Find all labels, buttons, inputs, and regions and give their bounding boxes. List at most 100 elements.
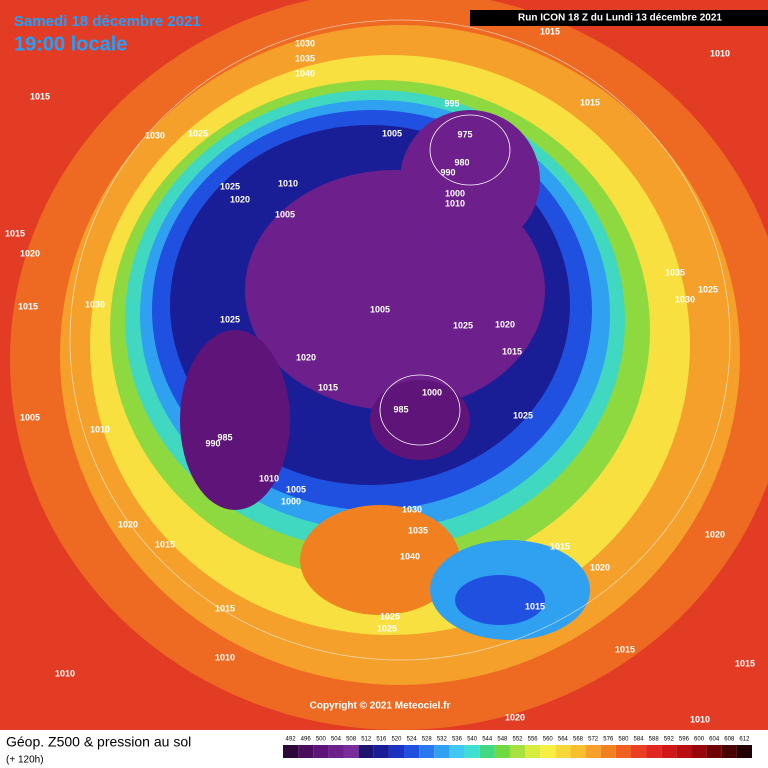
isobar-label: 1005 — [20, 412, 40, 422]
isobar-label: 1025 — [220, 314, 240, 324]
legend-swatch — [283, 745, 299, 758]
isobar-label: 1030 — [402, 504, 422, 514]
legend-label: 528 — [422, 737, 433, 743]
legend-swatch — [479, 745, 495, 758]
isobar-label: 1030 — [295, 38, 315, 48]
legend-label: 572 — [588, 737, 599, 743]
isobar-label: 1030 — [85, 299, 105, 309]
isobar — [69, 19, 731, 661]
legend: 492 496 500 504 508 512 516 520 524 528 532 536 540 5… — [283, 737, 752, 758]
isobar-label: 1015 — [5, 228, 25, 238]
footer-title: Géop. Z500 & pression au sol — [6, 734, 191, 750]
legend-swatch — [646, 745, 662, 758]
isobar-label: 1025 — [220, 181, 240, 191]
legend-label: 500 — [316, 737, 327, 743]
legend-label: 544 — [482, 737, 493, 743]
legend-label: 568 — [573, 737, 584, 743]
legend-label: 588 — [649, 737, 660, 743]
isobar-label: 1015 — [580, 97, 600, 107]
legend-swatch — [540, 745, 556, 758]
isobar-label: 1025 — [513, 410, 533, 420]
isobar-label: 990 — [440, 167, 455, 177]
isobar-label: 1020 — [590, 562, 610, 572]
legend-label: 552 — [512, 737, 523, 743]
legend-label: 576 — [603, 737, 614, 743]
isobar-label: 1030 — [145, 130, 165, 140]
legend-swatch — [313, 745, 329, 758]
legend-label: 604 — [709, 737, 720, 743]
legend-swatch — [419, 745, 435, 758]
legend-swatch — [736, 745, 752, 758]
legend-label: 612 — [739, 737, 750, 743]
contour — [455, 575, 545, 625]
legend-swatch — [615, 745, 631, 758]
legend-label: 516 — [376, 737, 387, 743]
isobar-label: 1015 — [155, 539, 175, 549]
isobar — [379, 374, 461, 446]
footer-lead: (+ 120h) — [6, 755, 44, 766]
legend-label: 512 — [361, 737, 372, 743]
legend-swatch — [676, 745, 692, 758]
legend-swatch — [630, 745, 647, 758]
legend-swatch — [691, 745, 707, 758]
isobar-label: 1010 — [710, 48, 730, 58]
isobar-label: 975 — [457, 129, 472, 139]
isobar-label: 1000 — [422, 387, 442, 397]
legend-swatch — [706, 745, 722, 758]
isobar-label: 1040 — [400, 551, 420, 561]
isobar-label: 980 — [454, 157, 469, 167]
isobar-label: 1005 — [382, 128, 402, 138]
legend-swatch — [358, 745, 374, 758]
legend-swatch — [388, 745, 405, 758]
legend-label: 508 — [346, 737, 357, 743]
legend-swatch — [373, 745, 389, 758]
legend-label: 520 — [391, 737, 402, 743]
legend-label: 504 — [331, 737, 342, 743]
legend-label: 596 — [679, 737, 690, 743]
legend-swatch — [404, 745, 420, 758]
isobar-label: 1015 — [735, 658, 755, 668]
isobar-label: 1010 — [690, 714, 710, 724]
legend-swatch — [600, 745, 616, 758]
isobar-label: 1020 — [20, 248, 40, 258]
contour — [400, 110, 540, 250]
copyright: Copyright © 2021 Meteociel.fr — [310, 701, 451, 712]
isobar-label: 1005 — [286, 484, 306, 494]
isobar-label: 1005 — [370, 304, 390, 314]
map — [0, 0, 768, 730]
isobar-label: 1015 — [215, 603, 235, 613]
run-box — [470, 10, 768, 26]
legend-swatch — [449, 745, 465, 758]
legend-swatch — [343, 745, 359, 758]
legend-swatch — [721, 745, 737, 758]
isobar-label: 1015 — [318, 382, 338, 392]
legend-label: 592 — [664, 737, 675, 743]
legend-label: 600 — [694, 737, 705, 743]
contour — [180, 330, 290, 510]
isobar-label: 990 — [205, 438, 220, 448]
contour — [300, 505, 460, 615]
legend-swatch — [464, 745, 480, 758]
legend-swatch — [661, 745, 677, 758]
isobar-label: 1020 — [495, 319, 515, 329]
isobar-label: 1015 — [540, 26, 560, 36]
legend-label: 584 — [634, 737, 645, 743]
legend-swatch — [298, 745, 314, 758]
isobar-label: 1025 — [377, 623, 397, 633]
isobar-label: 1010 — [259, 473, 279, 483]
isobar-label: 1015 — [502, 346, 522, 356]
legend-swatch — [555, 745, 571, 758]
isobar-label: 1020 — [118, 519, 138, 529]
isobar-label: 1030 — [675, 294, 695, 304]
legend-label: 556 — [528, 737, 539, 743]
isobar-label: 995 — [444, 98, 459, 108]
isobar — [429, 114, 511, 186]
isobar-label: 985 — [393, 404, 408, 414]
legend-swatch — [509, 745, 526, 758]
contour — [370, 380, 470, 460]
time: 19:00 locale — [14, 33, 127, 55]
isobar-label: 1035 — [665, 267, 685, 277]
isobar-label: 1000 — [281, 496, 301, 506]
date: Samedi 18 décembre 2021 — [14, 13, 201, 30]
